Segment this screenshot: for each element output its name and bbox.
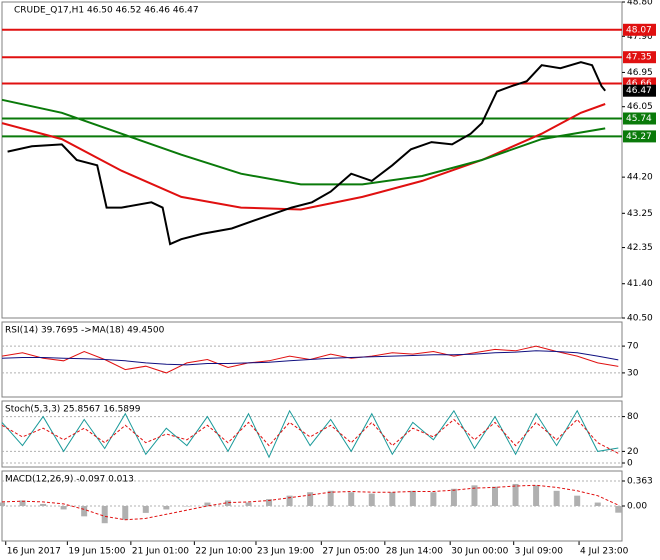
histogram-bar bbox=[615, 506, 622, 513]
series-line bbox=[1, 484, 619, 521]
level-label: 45.74 bbox=[626, 114, 652, 124]
x-tick-label: 16 Jun 2017 bbox=[7, 547, 61, 557]
y-tick-label: 30 bbox=[627, 368, 639, 378]
panel-frame bbox=[1, 400, 623, 468]
histogram-bar bbox=[286, 495, 293, 506]
histogram-bar bbox=[224, 500, 231, 506]
histogram-bar bbox=[533, 485, 540, 506]
histogram-bar bbox=[40, 503, 47, 506]
x-tick-label: 4 Jul 23:00 bbox=[580, 547, 629, 557]
level-label: 45.27 bbox=[626, 132, 652, 142]
histogram-bar bbox=[266, 499, 273, 506]
histogram-bar bbox=[307, 492, 314, 506]
y-tick-label: 0.363 bbox=[627, 476, 653, 486]
series-line bbox=[1, 418, 619, 454]
panel-title: MACD(12,26,9) -0.097 0.013 bbox=[5, 475, 134, 485]
panel-title: CRUDE_Q17,H1 46.50 46.52 46.46 46.47 bbox=[14, 6, 199, 16]
series-line bbox=[1, 350, 619, 366]
y-tick-label: 40.50 bbox=[627, 314, 653, 324]
level-label-box bbox=[623, 130, 656, 143]
level-label-box bbox=[623, 23, 656, 36]
y-tick-label: 80 bbox=[627, 412, 639, 422]
y-tick-label: 0 bbox=[627, 459, 633, 469]
y-tick-label: 42.35 bbox=[627, 243, 653, 253]
y-tick-label: 46.95 bbox=[627, 68, 653, 78]
histogram-bar bbox=[0, 502, 5, 506]
histogram-bar bbox=[512, 483, 519, 506]
series-line bbox=[1, 103, 606, 211]
y-tick-label: 70 bbox=[627, 342, 639, 352]
x-tick-label: 30 Jun 00:00 bbox=[451, 547, 508, 557]
series-line bbox=[1, 98, 606, 186]
x-tick-label: 3 Jul 09:00 bbox=[515, 547, 564, 557]
x-tick-label: 21 Jun 01:00 bbox=[132, 547, 189, 557]
histogram-bar bbox=[409, 490, 416, 506]
histogram-bar bbox=[19, 500, 26, 506]
histogram-bar bbox=[163, 506, 170, 510]
histogram-bar bbox=[594, 502, 601, 506]
histogram-bar bbox=[101, 506, 108, 524]
histogram-bar bbox=[204, 502, 211, 506]
last-price-label: 46.47 bbox=[626, 86, 652, 96]
level-label-box bbox=[623, 51, 656, 64]
histogram-bar bbox=[122, 506, 129, 520]
histogram-bar bbox=[450, 488, 457, 506]
last-price-box bbox=[623, 84, 656, 97]
y-tick-label: 48.80 bbox=[627, 0, 653, 8]
histogram-bar bbox=[81, 506, 88, 517]
histogram-bar bbox=[183, 506, 190, 507]
level-label: 47.35 bbox=[626, 53, 652, 63]
y-tick-label: 47.90 bbox=[627, 32, 653, 42]
panel-title: Stoch(5,3,3) 25.8567 16.5899 bbox=[5, 405, 141, 415]
y-tick-label: 46.05 bbox=[627, 102, 653, 112]
level-label: 46.66 bbox=[626, 79, 652, 89]
histogram-bar bbox=[60, 506, 67, 510]
histogram-bar bbox=[368, 493, 375, 506]
series-line bbox=[7, 61, 606, 246]
histogram-bar bbox=[492, 486, 499, 506]
histogram-bar bbox=[553, 490, 560, 506]
histogram-bar bbox=[389, 492, 396, 506]
panel-frame bbox=[1, 1, 623, 319]
panel-title: RSI(14) 39.7695 ->MA(18) 49.4500 bbox=[5, 326, 165, 336]
y-tick-label: 20 bbox=[627, 447, 639, 457]
level-label-box bbox=[623, 112, 656, 125]
histogram-bar bbox=[142, 506, 149, 513]
histogram-bar bbox=[574, 495, 581, 506]
histogram-bar bbox=[348, 492, 355, 506]
y-tick-label: 44.20 bbox=[627, 173, 653, 183]
x-tick-label: 23 Jun 19:00 bbox=[257, 547, 314, 557]
y-tick-label: 43.25 bbox=[627, 209, 653, 219]
level-label: 48.07 bbox=[626, 25, 652, 35]
x-tick-label: 22 Jun 10:00 bbox=[195, 547, 252, 557]
histogram-bar bbox=[245, 502, 252, 506]
series-line bbox=[1, 409, 619, 459]
x-tick-label: 19 Jun 15:00 bbox=[68, 547, 125, 557]
x-tick-label: 28 Jun 14:00 bbox=[386, 547, 443, 557]
histogram-bar bbox=[471, 485, 478, 506]
x-tick-label: 27 Jun 05:00 bbox=[322, 547, 379, 557]
y-tick-label: 0.00 bbox=[627, 502, 647, 512]
histogram-bar bbox=[327, 490, 334, 506]
histogram-bar bbox=[430, 492, 437, 506]
y-tick-label: 41.40 bbox=[627, 279, 653, 289]
